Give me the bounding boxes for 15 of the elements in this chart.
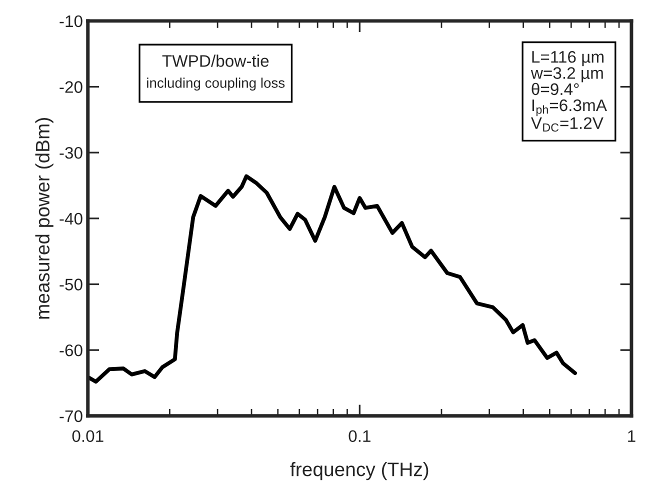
x-tick-label: 1 xyxy=(628,430,636,442)
x-tick-label: 0.01 xyxy=(72,430,104,442)
y-tick-label: -20 xyxy=(60,81,82,93)
y-tick-label: -10 xyxy=(60,15,82,28)
y-tick-label: -50 xyxy=(60,278,82,290)
x-axis-title: frequency (THz) xyxy=(290,462,428,480)
x-tick-label: 0.1 xyxy=(348,430,370,442)
y-tick-label: -30 xyxy=(60,146,82,159)
y-tick-label: -60 xyxy=(60,344,82,356)
annotation: including coupling loss xyxy=(147,78,285,91)
text: L=116 µm w=3.2 µm θ=9.4° I$_{ph}$=6.3mA V$_{DC}$=1.2V xyxy=(530,51,607,132)
y-tick-label: -40 xyxy=(60,212,82,225)
y-tick-label: -70 xyxy=(60,410,82,422)
annotation: TWPD/bow-tie xyxy=(162,54,269,67)
y-axis-title: measured power (dBm) xyxy=(35,118,54,319)
